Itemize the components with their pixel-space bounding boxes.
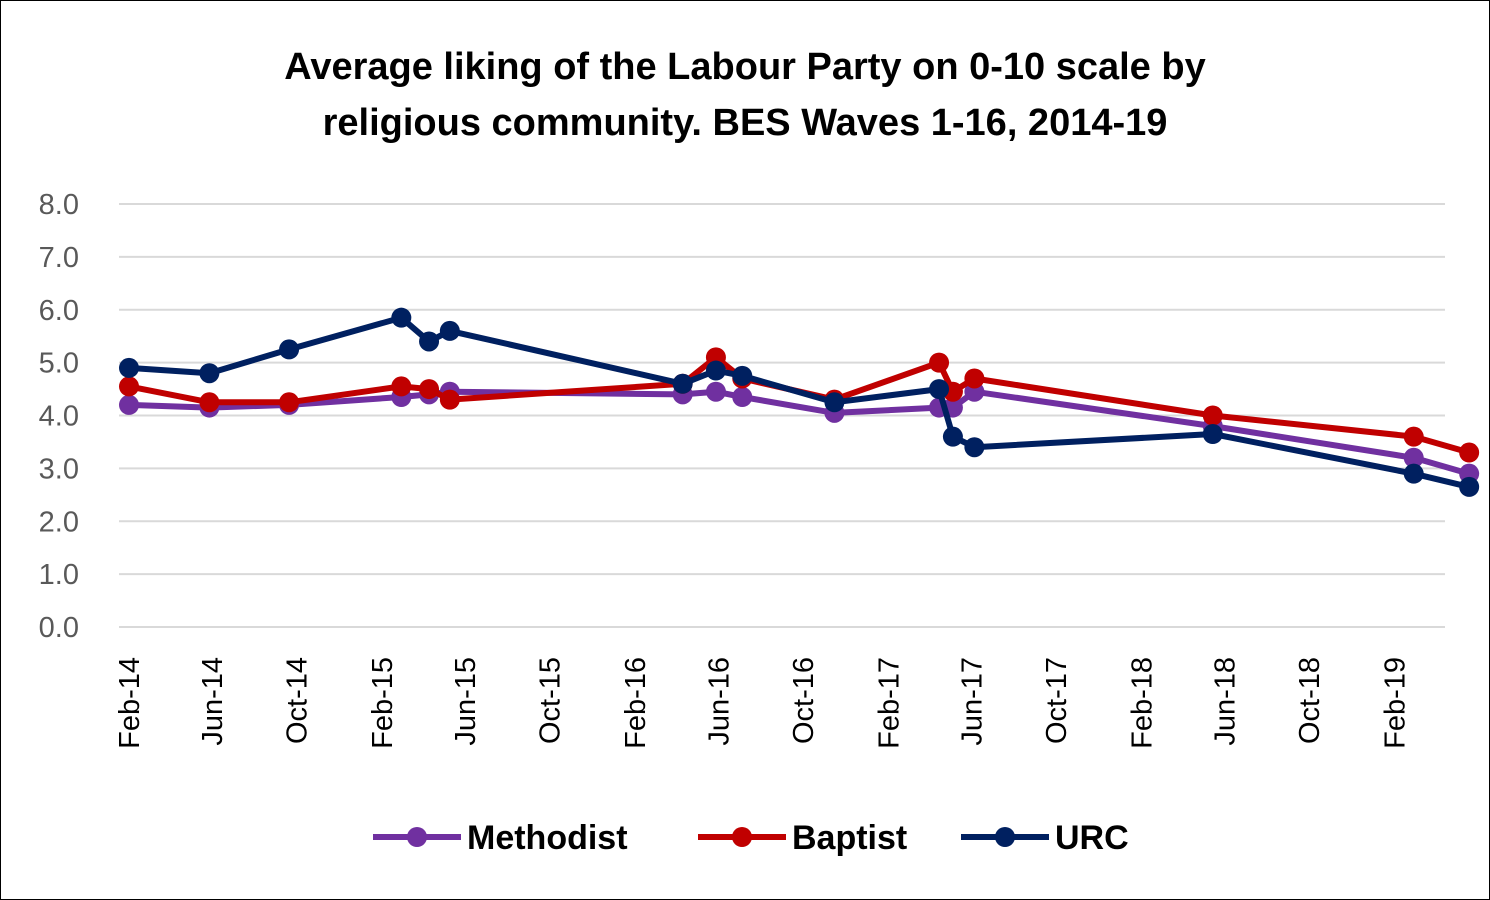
y-tick-label: 3.0 [39, 453, 79, 485]
x-tick-label: Feb-14 [114, 657, 146, 749]
data-point [119, 394, 139, 415]
data-point [279, 392, 300, 413]
y-tick-label: 1.0 [39, 559, 79, 591]
y-tick-label: 8.0 [39, 189, 79, 221]
data-point [929, 379, 950, 400]
x-tick-label: Jun-14 [197, 657, 229, 746]
x-tick-label: Jun-18 [1210, 657, 1242, 746]
series-group [119, 307, 1480, 497]
gridlines [119, 203, 1445, 628]
data-point [705, 360, 726, 381]
chart-title: Average liking of the Labour Party on 0-… [1, 39, 1489, 151]
x-tick-label: Jun-17 [957, 657, 989, 746]
data-point [732, 365, 753, 386]
x-tick-label: Feb-16 [620, 657, 652, 749]
x-axis-ticks: Feb-14 Jun-14 Oct-14 Feb-15 Jun-15 Oct-15 Feb-… [114, 657, 1411, 749]
data-point [419, 331, 440, 352]
data-point [1403, 463, 1424, 484]
data-point [929, 352, 950, 373]
y-tick-label: 4.0 [39, 401, 79, 433]
data-point [391, 376, 412, 397]
data-point [672, 373, 693, 394]
data-point [1403, 426, 1424, 447]
y-tick-label: 0.0 [39, 612, 79, 644]
data-point [1459, 476, 1480, 497]
legend-label: Methodist [467, 819, 628, 857]
data-point [279, 339, 300, 360]
x-tick-label: Oct-18 [1294, 657, 1326, 744]
data-point [439, 320, 460, 341]
x-tick-label: Oct-15 [535, 657, 567, 744]
x-tick-label: Oct-17 [1041, 657, 1073, 744]
data-point [199, 392, 220, 413]
data-point [824, 392, 845, 413]
data-point [1459, 442, 1480, 463]
data-point [119, 376, 139, 397]
x-tick-label: Feb-18 [1126, 657, 1158, 749]
data-point [964, 437, 985, 458]
y-tick-label: 7.0 [39, 242, 79, 274]
series-urc [119, 307, 1480, 497]
y-tick-label: 2.0 [39, 506, 79, 538]
legend-item-baptist: Baptist [698, 819, 907, 857]
x-tick-label: Jun-16 [704, 657, 736, 746]
y-axis-ticks: 0.0 1.0 2.0 3.0 4.0 5.0 6.0 7.0 8.0 [39, 189, 79, 644]
legend-item-urc: URC [961, 819, 1129, 857]
legend-label: URC [1055, 819, 1129, 857]
x-tick-label: Oct-16 [788, 657, 820, 744]
series-line [128, 354, 1471, 456]
x-tick-label: Feb-17 [873, 657, 905, 749]
legend-label: Baptist [792, 819, 907, 857]
data-point [964, 368, 985, 389]
x-tick-label: Oct-14 [282, 657, 314, 744]
chart-title-line-2: religious community. BES Waves 1-16, 201… [322, 102, 1168, 144]
data-point [199, 363, 220, 384]
legend-swatch-marker [732, 827, 752, 847]
data-point [1202, 424, 1223, 445]
series-line [128, 388, 1471, 477]
series-line [128, 314, 1470, 490]
legend-swatch-marker [995, 827, 1015, 847]
y-tick-label: 5.0 [39, 348, 79, 380]
data-point [1202, 405, 1223, 426]
data-point [119, 357, 139, 378]
x-tick-label: Feb-15 [367, 657, 399, 749]
data-point [391, 307, 412, 328]
legend: Methodist Baptist URC [373, 819, 1129, 857]
data-point [942, 426, 963, 447]
chart-title-line-1: Average liking of the Labour Party on 0-… [284, 46, 1206, 88]
y-tick-label: 6.0 [39, 295, 79, 327]
data-point [705, 381, 726, 402]
data-point [439, 389, 460, 410]
data-point [732, 386, 753, 407]
x-tick-label: Feb-19 [1379, 657, 1411, 749]
legend-item-methodist: Methodist [373, 819, 628, 857]
x-tick-label: Jun-15 [450, 657, 482, 746]
data-point [1403, 447, 1424, 468]
legend-swatch-marker [407, 827, 427, 847]
data-point [419, 379, 440, 400]
